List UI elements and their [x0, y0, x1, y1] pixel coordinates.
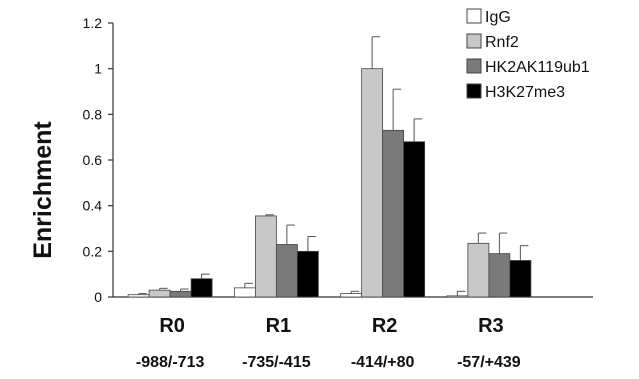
bar	[296, 250, 319, 298]
x-category-label: R3	[478, 315, 504, 337]
bar	[361, 68, 384, 298]
bar	[403, 141, 426, 298]
legend-swatch	[466, 8, 482, 24]
bar	[467, 242, 490, 298]
bars	[127, 68, 532, 298]
bar	[127, 294, 150, 298]
x-category-label: R2	[372, 315, 398, 337]
bar	[169, 290, 192, 298]
legend-swatch	[466, 83, 482, 99]
bar	[446, 295, 469, 298]
y-tick-label: 0.8	[83, 106, 103, 122]
bar	[340, 293, 363, 298]
bar	[148, 289, 171, 298]
legend-swatch	[466, 33, 482, 49]
legend-label: Rnf2	[485, 34, 519, 51]
bar	[488, 253, 511, 298]
error-bars	[138, 36, 529, 296]
y-tick-label: 1	[94, 61, 102, 77]
y-tick-label: 0.2	[83, 243, 103, 259]
bar	[275, 244, 298, 298]
x-region-label: -414/+80	[351, 354, 415, 371]
x-region-label: -988/-713	[136, 354, 205, 371]
legend-label: IgG	[485, 9, 511, 26]
bar	[382, 129, 405, 298]
bar	[233, 287, 256, 298]
y-axis-label: Enrichment	[29, 121, 57, 259]
y-tick-label: 0.4	[83, 198, 103, 214]
y-tick-label: 0.6	[83, 152, 103, 168]
y-ticks: 0 0.2 0.4 0.6 0.8 1 1.2	[83, 15, 113, 305]
x-labels: R0 -988/-713 R1 -735/-415 R2 -414/+80 R3 -57/+4…	[136, 315, 521, 371]
x-category-label: R0	[159, 315, 185, 337]
legend-label: H3K27me3	[485, 84, 565, 101]
x-region-label: -735/-415	[242, 354, 311, 371]
y-tick-label: 1.2	[83, 15, 103, 31]
y-tick-label: 0	[94, 289, 102, 305]
legend: IgG Rnf2 HK2AK119ub1 H3K27me3	[466, 8, 590, 101]
legend-label: HK2AK119ub1	[485, 59, 590, 76]
x-region-label: -57/+439	[457, 354, 521, 371]
x-category-label: R1	[266, 315, 292, 337]
bar	[254, 215, 277, 298]
bar	[509, 260, 532, 298]
legend-swatch	[466, 58, 482, 74]
bar	[190, 278, 213, 298]
